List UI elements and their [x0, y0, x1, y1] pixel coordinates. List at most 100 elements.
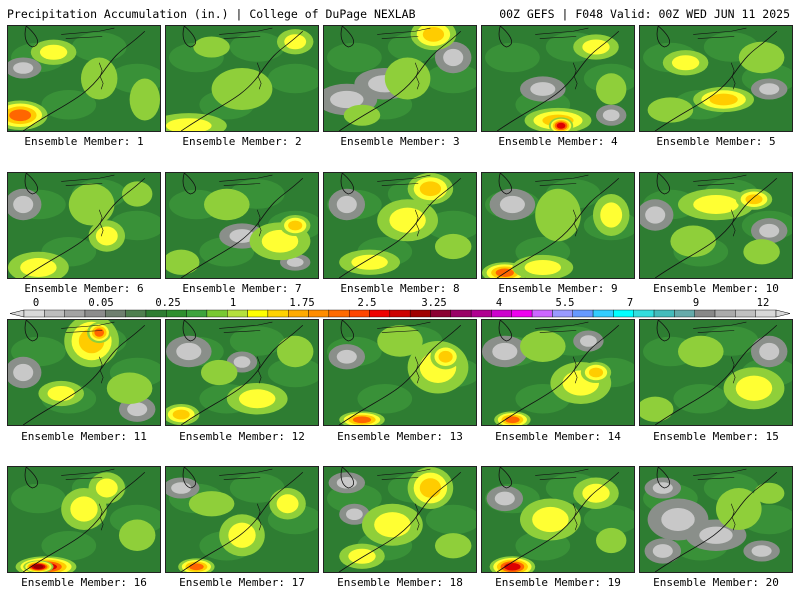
- precip-contour: [582, 483, 610, 503]
- light-precip-area: [492, 342, 518, 361]
- precip-contour: [745, 194, 763, 205]
- colorbar-swatch: [267, 309, 289, 318]
- ensemble-member-label: Ensemble Member: 9: [498, 282, 618, 295]
- light-precip-area: [233, 356, 251, 368]
- light-precip-area: [751, 545, 772, 557]
- ensemble-panel: [7, 319, 161, 426]
- precip-contour: [121, 181, 153, 207]
- lake-outline: [498, 173, 513, 195]
- colorbar-tick-label: 5.5: [555, 297, 575, 309]
- precip-contour: [39, 44, 68, 60]
- light-precip-area: [652, 482, 673, 494]
- precip-contour: [504, 562, 521, 571]
- light-precip-area: [494, 491, 515, 506]
- precip-contour: [95, 478, 118, 498]
- precip-contour: [200, 359, 238, 386]
- ensemble-panel: [481, 172, 635, 279]
- precip-contour: [348, 548, 376, 564]
- precip-map: [166, 467, 318, 572]
- coastline: [496, 324, 620, 425]
- precip-contour: [94, 328, 105, 337]
- precip-contour: [556, 122, 566, 129]
- state-border: [377, 174, 431, 186]
- ensemble-member-label: Ensemble Member: 1: [24, 135, 144, 148]
- precip-contour: [351, 254, 388, 270]
- precip-contour: [211, 68, 273, 110]
- precip-contour: [374, 512, 411, 538]
- precip-contour: [582, 39, 610, 55]
- precip-contour: [238, 389, 276, 409]
- coastline: [22, 324, 146, 425]
- precip-contour: [377, 325, 423, 357]
- colorbar-swatch: [613, 309, 634, 318]
- light-precip-area: [13, 195, 34, 214]
- lake-outline: [656, 173, 671, 195]
- ensemble-member-label: Ensemble Member: 15: [653, 430, 779, 443]
- precip-contour: [70, 496, 98, 522]
- light-precip-area: [652, 544, 673, 558]
- state-border: [61, 27, 115, 39]
- coastline: [654, 471, 778, 572]
- coastline: [180, 324, 304, 425]
- colorbar-swatch: [288, 309, 309, 318]
- lake-outline: [656, 467, 671, 489]
- precip-map: [8, 173, 160, 278]
- light-precip-area: [171, 482, 192, 494]
- precip-map: [8, 467, 160, 572]
- precip-map: [8, 26, 160, 131]
- precip-contour: [738, 41, 785, 74]
- colorbar-swatch: [166, 309, 187, 318]
- lake-outline: [340, 467, 355, 489]
- ensemble-member-label: Ensemble Member: 6: [24, 282, 144, 295]
- colorbar-tick-label: 7: [626, 297, 634, 309]
- light-precip-area: [330, 90, 364, 109]
- light-precip-area: [530, 82, 556, 96]
- precip-contour: [276, 335, 314, 368]
- coastline: [338, 324, 462, 425]
- precip-contour: [422, 27, 445, 42]
- coastline: [654, 30, 778, 131]
- state-border: [535, 27, 589, 39]
- precip-map: [166, 320, 318, 425]
- colorbar-swatch: [572, 309, 594, 318]
- lake-outline: [656, 320, 671, 342]
- lake-outline: [182, 467, 197, 489]
- precip-map: [640, 467, 792, 572]
- colorbar-swatch: [592, 309, 614, 318]
- colorbar-swatch: [389, 309, 411, 318]
- light-precip-area: [759, 342, 780, 361]
- precip-contour: [505, 416, 520, 424]
- light-precip-area: [229, 229, 255, 243]
- precip-contour: [596, 73, 627, 105]
- precip-contour: [743, 239, 780, 265]
- precip-contour: [419, 181, 442, 197]
- precip-contour: [389, 207, 426, 233]
- light-precip-area: [645, 206, 666, 224]
- colorbar-tick-label: 12: [756, 297, 770, 309]
- coastline: [180, 30, 304, 131]
- precip-contour: [532, 506, 569, 533]
- colorbar-tick-label: 0.25: [155, 297, 181, 309]
- precip-contour: [172, 409, 190, 420]
- colorbar-tick-label: 0.05: [88, 297, 114, 309]
- colorbar-swatch: [511, 309, 533, 318]
- precip-contour: [118, 519, 156, 551]
- colorbar-tick-label: 0: [32, 297, 40, 309]
- precip-contour: [284, 34, 307, 50]
- ensemble-member-label: Ensemble Member: 8: [340, 282, 460, 295]
- precip-contour: [596, 527, 627, 554]
- state-border: [219, 174, 273, 186]
- coastline: [180, 177, 304, 278]
- colorbar-left-arrow: [10, 309, 25, 318]
- lake-outline: [498, 467, 513, 489]
- colorbar-tick-label: 2.5: [357, 297, 377, 309]
- precip-contour: [188, 491, 235, 517]
- precip-contour: [693, 195, 739, 214]
- colorbar-swatch: [206, 309, 228, 318]
- precip-contour: [276, 494, 299, 514]
- colorbar-swatch: [735, 309, 756, 318]
- light-precip-area: [602, 109, 620, 122]
- precip-contour: [193, 36, 230, 58]
- ensemble-panel: [323, 172, 477, 279]
- precip-contour: [670, 225, 716, 257]
